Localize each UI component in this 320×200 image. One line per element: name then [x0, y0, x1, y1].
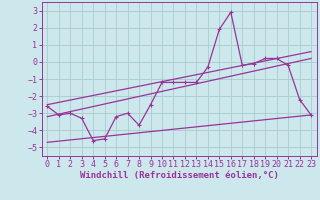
- X-axis label: Windchill (Refroidissement éolien,°C): Windchill (Refroidissement éolien,°C): [80, 171, 279, 180]
